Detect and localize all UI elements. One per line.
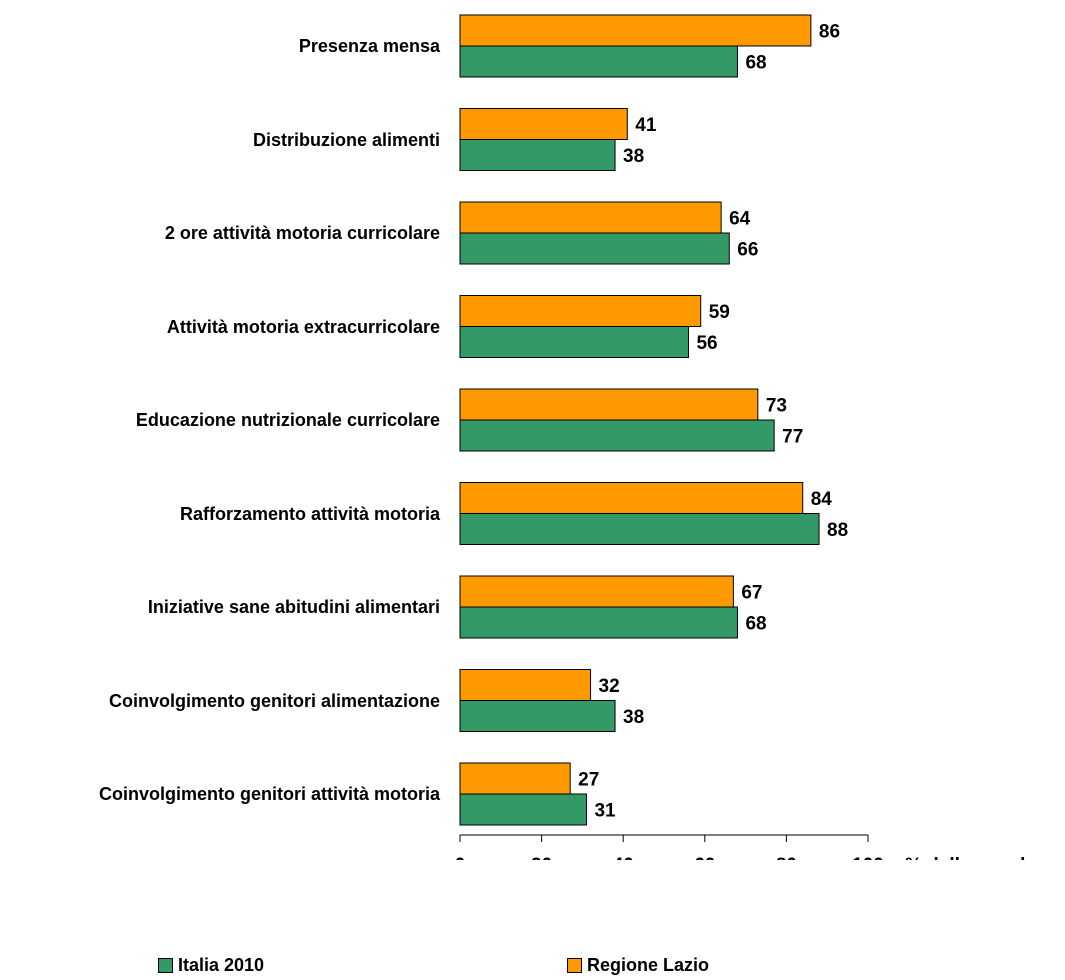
data-label: 68: [745, 53, 766, 74]
x-tick-label: 0: [455, 855, 466, 860]
data-label: 27: [578, 770, 599, 791]
legend-label: Italia 2010: [178, 955, 265, 975]
bar-chart: 8668413864665956737784886768323827310204…: [455, 14, 1036, 860]
bar-italia-2010: [459, 232, 730, 265]
bar-italia-2010: [459, 45, 738, 78]
data-label: 41: [635, 115, 657, 136]
category-label: Rafforzamento attività motoria: [179, 503, 440, 524]
data-label: 68: [745, 614, 766, 635]
category-label: 2 ore attività motoria curricolare: [164, 223, 440, 243]
x-axis-label: % delle scuole: [905, 855, 1036, 860]
x-tick-label: 80: [776, 855, 797, 860]
category-label: Presenza mensa: [298, 36, 440, 56]
bar-regione-lazio: [459, 669, 592, 701]
category-label: Coinvolgimento genitori alimentazione: [108, 690, 440, 711]
data-label: 66: [737, 240, 758, 261]
bar-italia-2010: [459, 419, 775, 452]
bar-italia-2010: [459, 513, 820, 545]
legend-item: Regione Lazio: [567, 955, 709, 976]
category-label: Educazione nutrizionale curricolare: [135, 410, 440, 430]
x-tick-label: 20: [531, 855, 552, 860]
category-label: Attività motoria extracurricolare: [166, 316, 440, 337]
bar-regione-lazio: [459, 108, 628, 140]
x-tick-label: 60: [694, 855, 715, 860]
category-label: Coinvolgimento genitori attività motoria: [98, 784, 440, 804]
bar-italia-2010: [459, 139, 616, 171]
category-label: Distribuzione alimenti: [252, 129, 440, 150]
bar-regione-lazio: [459, 388, 759, 421]
data-label: 31: [594, 801, 616, 822]
data-label: 84: [811, 489, 833, 510]
data-label: 38: [623, 146, 644, 167]
legend-swatch: [158, 958, 173, 973]
bar-regione-lazio: [459, 482, 804, 514]
bar-italia-2010: [459, 793, 587, 826]
data-label: 67: [741, 583, 762, 604]
data-label: 64: [729, 209, 751, 230]
legend-label: Regione Lazio: [587, 955, 710, 975]
data-label: 38: [623, 707, 644, 728]
data-label: 77: [782, 427, 803, 448]
data-label: 56: [696, 333, 717, 354]
category-label: Iniziative sane abitudini alimentari: [147, 597, 440, 617]
data-label: 88: [827, 520, 848, 541]
x-tick-label: 100: [852, 855, 884, 860]
data-label: 86: [819, 22, 840, 43]
legend-item: Italia 2010: [158, 955, 264, 976]
bar-italia-2010: [459, 700, 616, 732]
bar-italia-2010: [459, 326, 689, 358]
bar-italia-2010: [459, 606, 738, 639]
bar-regione-lazio: [459, 201, 722, 234]
legend-swatch: [567, 958, 582, 973]
bar-regione-lazio: [459, 295, 702, 327]
data-label: 73: [766, 396, 787, 417]
bar-regione-lazio: [459, 575, 734, 608]
x-tick-label: 40: [613, 855, 634, 860]
bar-regione-lazio: [459, 762, 571, 795]
data-label: 32: [599, 676, 620, 697]
bar-regione-lazio: [459, 14, 812, 47]
data-label: 59: [709, 302, 730, 323]
